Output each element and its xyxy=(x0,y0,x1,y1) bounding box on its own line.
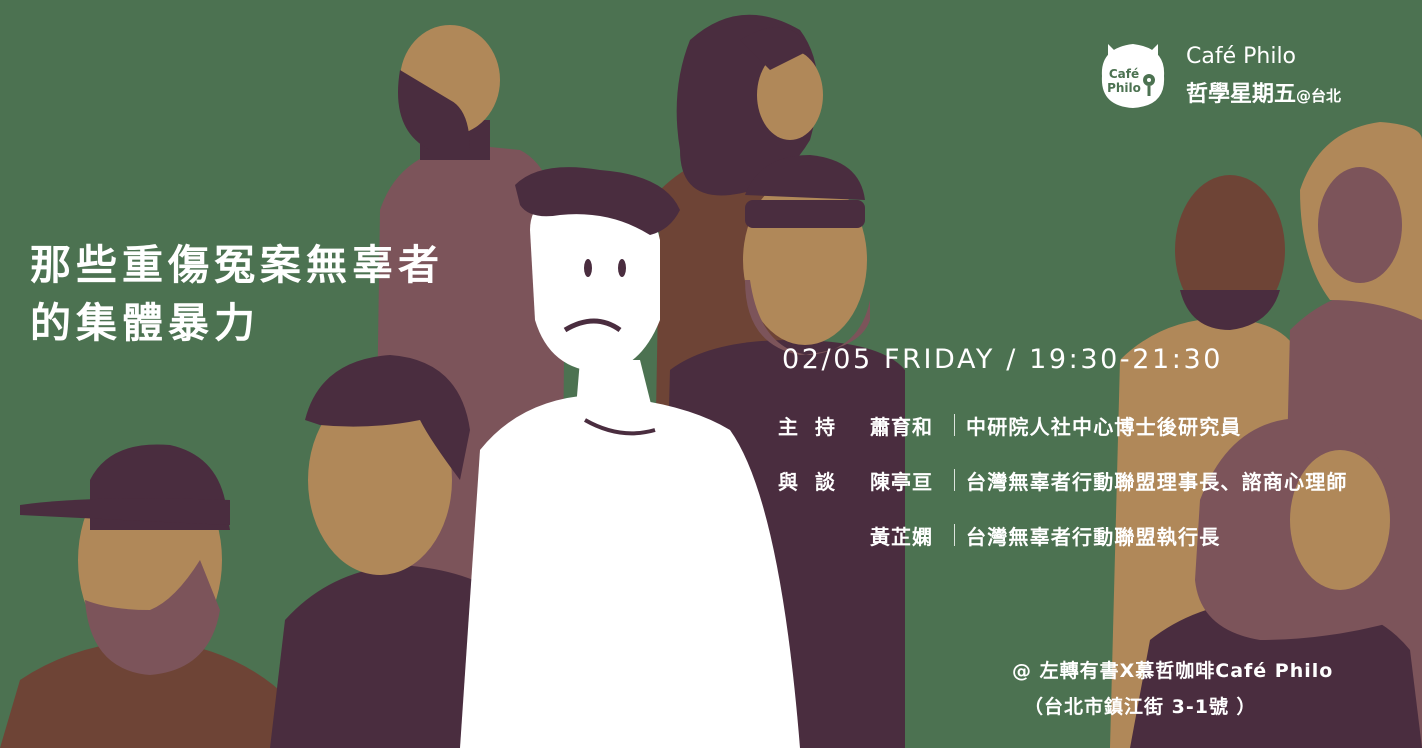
speaker-name: 黃芷嫻 xyxy=(870,524,933,549)
event-title-line1: 那些重傷冤案無辜者 xyxy=(30,241,444,289)
venue-name: @ 左轉有書X慕哲咖啡Café Philo xyxy=(1012,660,1334,682)
owl-logo-icon: Café Philo xyxy=(1101,44,1165,108)
speaker-role: 與談 xyxy=(778,469,852,494)
cafe-philo-logo: Café Philo xyxy=(1094,36,1172,114)
brand-location: @台北 xyxy=(1296,87,1342,105)
main-man-figure xyxy=(460,167,800,748)
cap-man-figure xyxy=(0,444,320,748)
brand-name-zh: 哲學星期五@台北 xyxy=(1186,76,1341,108)
speaker-name: 蕭育和 xyxy=(870,414,933,439)
speaker-title: 中研院人社中心博士後研究員 xyxy=(966,414,1242,439)
speaker-row: 與談 陳亭亘 台灣無辜者行動聯盟理事長、諮商心理師 xyxy=(778,465,1348,495)
logo-text-line2: Philo xyxy=(1107,81,1141,95)
event-datetime: 02/05 FRIDAY / 19:30-21:30 xyxy=(782,344,1224,375)
speaker-title: 台灣無辜者行動聯盟理事長、諮商心理師 xyxy=(966,469,1348,494)
speaker-row: 主持 蕭育和 中研院人社中心博士後研究員 xyxy=(778,410,1348,440)
event-title: 那些重傷冤案無辜者 的集體暴力 xyxy=(30,236,444,352)
venue-address: （台北市鎮江街 3-1號 ） xyxy=(1024,696,1257,718)
speaker-role: 主持 xyxy=(778,414,852,439)
divider xyxy=(954,524,955,546)
brand-name-en: Café Philo xyxy=(1186,44,1297,69)
logo-text-line1: Café xyxy=(1109,67,1139,81)
speaker-name: 陳亭亘 xyxy=(870,469,933,494)
speaker-list: 主持 蕭育和 中研院人社中心博士後研究員 與談 陳亭亘 台灣無辜者行動聯盟理事長… xyxy=(778,410,1348,575)
speaker-title: 台灣無辜者行動聯盟執行長 xyxy=(966,524,1221,549)
event-title-line2: 的集體暴力 xyxy=(30,299,260,347)
front-woman-right-figure xyxy=(1130,418,1422,748)
divider xyxy=(954,469,955,491)
divider xyxy=(954,414,955,436)
brand-name-zh-text: 哲學星期五 xyxy=(1186,82,1297,107)
speaker-row: 黃芷嫻 台灣無辜者行動聯盟執行長 xyxy=(778,520,1348,550)
